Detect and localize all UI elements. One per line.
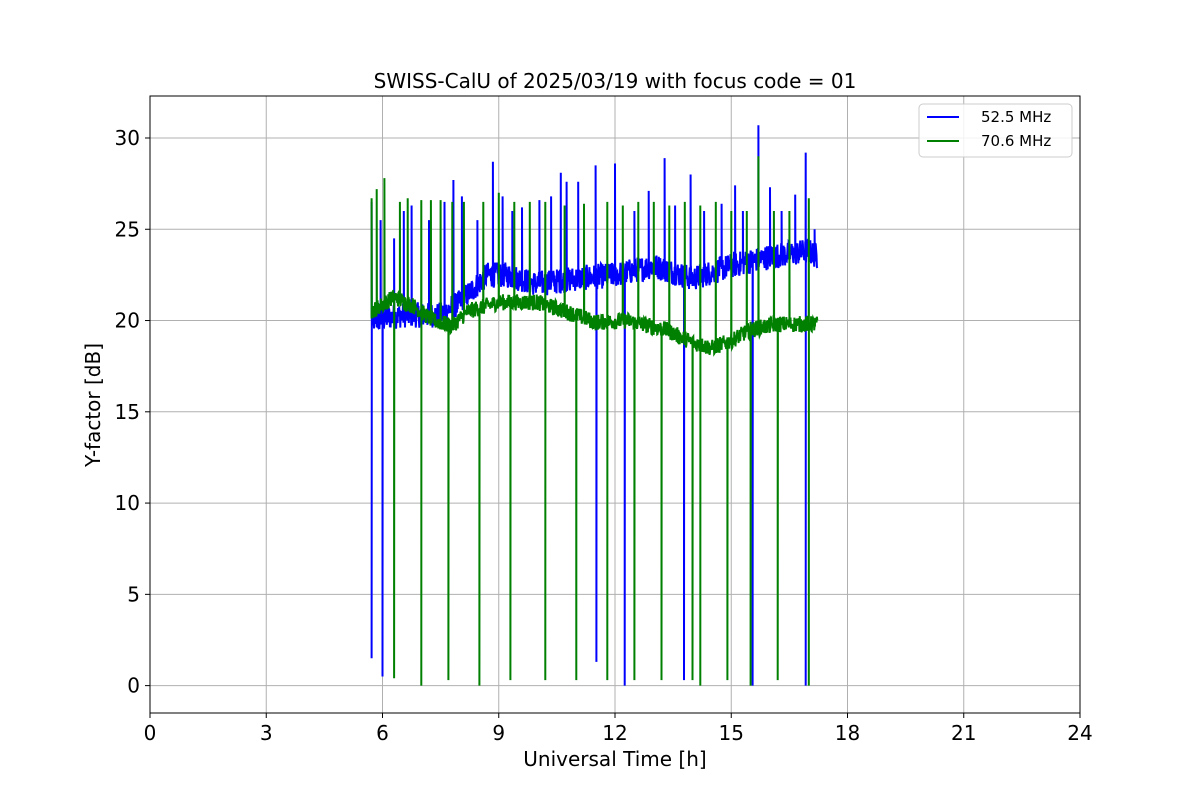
x-tick-label: 3	[260, 721, 273, 745]
plot-frame	[149, 95, 1081, 714]
legend: 52.5 MHz 70.6 MHz	[918, 103, 1073, 158]
x-tick-label: 21	[951, 721, 976, 745]
x-tick-label: 0	[144, 721, 157, 745]
x-tick-label: 12	[602, 721, 627, 745]
y-tick-label: 10	[115, 491, 140, 515]
x-tick-label: 6	[376, 721, 389, 745]
y-tick-label: 15	[115, 400, 140, 424]
y-tick-label: 20	[115, 309, 140, 333]
x-axis-label: Universal Time [h]	[523, 747, 706, 771]
y-tick-label: 25	[115, 217, 140, 241]
x-tick-label: 24	[1067, 721, 1092, 745]
axes: 0 3 6 9 12 15 18 21 24 0 5 10 15 20 25 30	[115, 126, 1093, 745]
series-line	[370, 156, 819, 686]
series-group	[370, 156, 819, 686]
y-axis-label: Y-factor [dB]	[81, 343, 105, 468]
x-tick-label: 9	[492, 721, 505, 745]
chart-title: SWISS-CalU of 2025/03/19 with focus code…	[374, 69, 857, 93]
series-group	[370, 125, 819, 686]
y-tick-label: 5	[127, 582, 140, 606]
x-tick-label: 18	[835, 721, 860, 745]
series-lines	[370, 125, 819, 686]
y-tick-label: 30	[115, 126, 140, 150]
y-tick-label: 0	[127, 674, 140, 698]
legend-label: 70.6 MHz	[981, 132, 1051, 150]
x-tick-label: 15	[719, 721, 744, 745]
legend-label: 52.5 MHz	[981, 108, 1051, 126]
series-line	[370, 125, 819, 686]
